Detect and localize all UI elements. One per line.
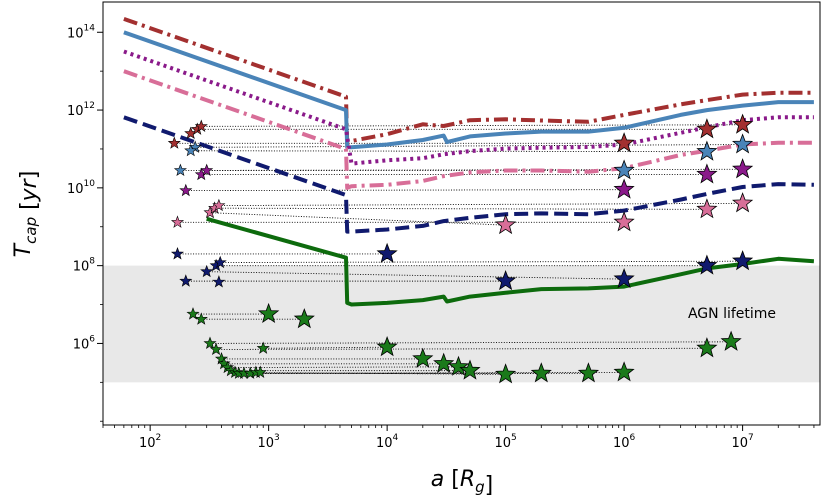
big-star-marker <box>495 363 517 384</box>
big-star-marker <box>732 113 754 134</box>
big-star-marker <box>613 211 635 232</box>
big-star-marker <box>613 267 635 289</box>
big-star-marker <box>613 178 635 199</box>
series-dash-dot-pink <box>123 69 814 190</box>
small-star-marker <box>170 215 185 228</box>
small-star-marker <box>200 163 214 176</box>
big-star-marker <box>530 362 552 383</box>
big-star-marker <box>732 250 754 271</box>
small-star-marker <box>213 255 227 269</box>
big-star-marker <box>613 132 635 153</box>
small-star-marker <box>184 143 198 157</box>
small-star-marker <box>256 341 270 354</box>
big-star-marker <box>376 336 398 357</box>
big-star-marker <box>696 337 718 358</box>
small-star-marker <box>253 365 267 379</box>
big-star-marker <box>732 192 754 213</box>
small-star-marker <box>167 136 181 149</box>
small-star-marker <box>203 336 217 349</box>
connector-line <box>201 124 743 127</box>
big-star-marker <box>495 213 517 235</box>
small-star-marker <box>214 352 229 365</box>
x-axis-label: a [Rg] <box>431 467 493 498</box>
series-dash-dot-darkred <box>123 17 814 146</box>
big-star-marker <box>720 330 742 351</box>
big-star-marker <box>447 355 470 376</box>
big-star-marker <box>696 254 718 275</box>
small-star-marker <box>200 264 214 278</box>
small-star-marker <box>194 312 208 325</box>
small-star-marker <box>170 247 185 260</box>
small-star-marker <box>179 183 193 197</box>
big-star-marker <box>696 118 718 139</box>
big-star-marker <box>732 133 754 154</box>
big-star-marker <box>613 159 635 180</box>
connector-line <box>210 341 732 344</box>
big-star-marker <box>412 347 434 368</box>
big-star-marker <box>732 158 754 179</box>
connector-line <box>195 144 743 148</box>
big-star-marker <box>495 269 517 291</box>
big-star-marker <box>696 198 718 219</box>
plot-frame <box>102 1 821 426</box>
big-star-marker <box>293 308 315 329</box>
small-star-marker <box>179 274 193 287</box>
small-star-marker <box>194 119 208 133</box>
connector-lines-layer <box>174 124 743 375</box>
small-star-marker <box>173 163 187 176</box>
big-star-marker <box>459 359 481 380</box>
agn-lifetime-label: AGN lifetime <box>688 306 776 322</box>
connector-line <box>190 150 707 153</box>
big-star-marker <box>696 140 718 161</box>
big-star-marker <box>696 163 718 184</box>
big-star-marker <box>577 362 600 383</box>
big-star-marker <box>258 302 280 324</box>
big-star-marker <box>376 242 398 263</box>
connector-line <box>185 189 625 192</box>
connector-line <box>206 271 625 280</box>
markers-layer <box>167 113 754 384</box>
series-dotted-purple <box>123 49 814 166</box>
connector-line <box>227 366 459 368</box>
series-solid-green <box>206 216 815 307</box>
small-star-marker <box>212 198 226 212</box>
connector-line <box>206 168 743 171</box>
connector-line <box>216 347 707 350</box>
small-star-marker <box>186 307 200 320</box>
small-star-marker <box>209 342 223 355</box>
y-axis-label: Tcap [yr] <box>11 171 42 258</box>
small-star-marker <box>212 275 226 288</box>
big-star-marker <box>613 361 635 382</box>
big-star-marker <box>433 352 455 373</box>
